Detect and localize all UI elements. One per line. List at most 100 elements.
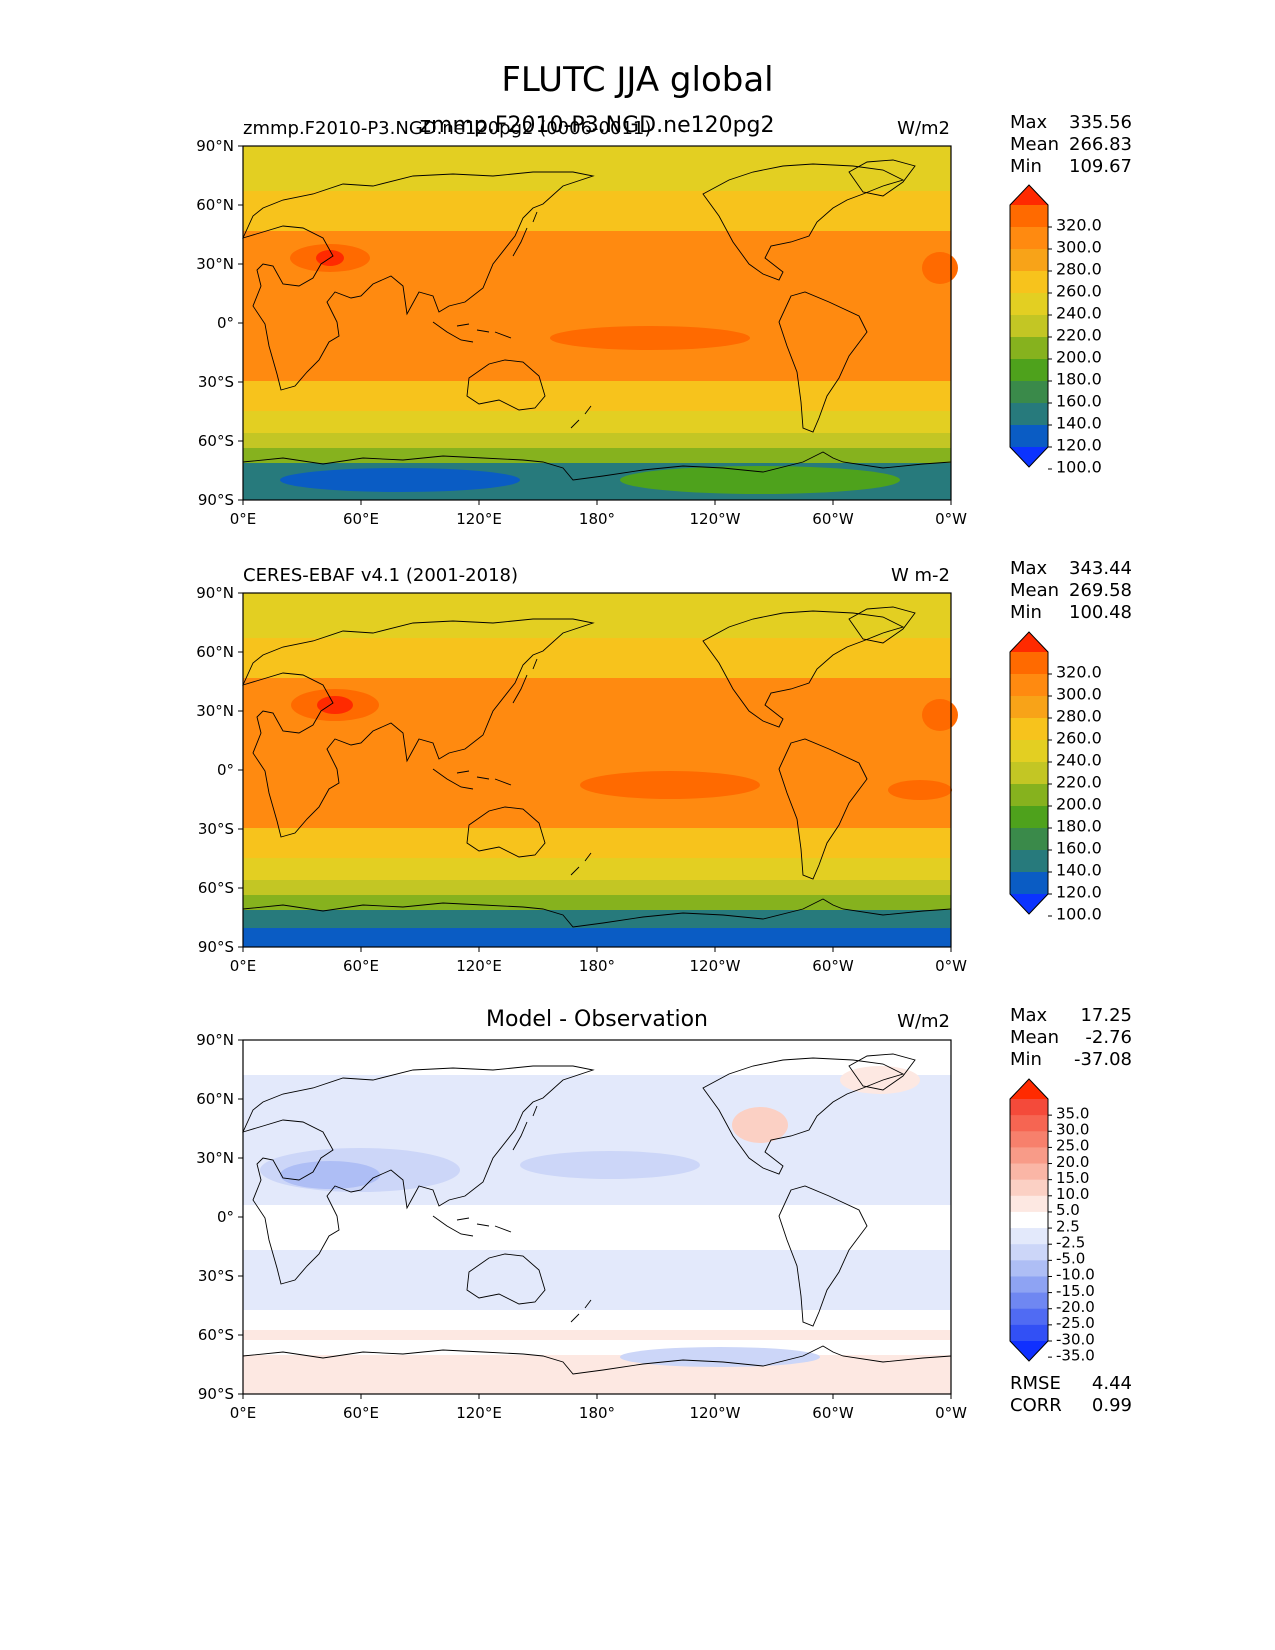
- colorbar-extend-max: [1010, 632, 1048, 652]
- xtick-label: 0°E: [230, 1404, 257, 1422]
- xtick-label: 120°E: [456, 1404, 502, 1422]
- max-label: Max: [1010, 112, 1048, 133]
- panel2-title-left: CERES-EBAF v4.1 (2001-2018): [243, 565, 519, 586]
- colorbar-segment: [1010, 1308, 1048, 1326]
- ytick-label: 60°S: [198, 432, 234, 450]
- colorbar-label: 120.0: [1056, 436, 1102, 455]
- xtick-label: 0°E: [230, 510, 257, 528]
- colorbar-segment: [1010, 828, 1048, 851]
- xtick-label: 0°E: [230, 957, 257, 975]
- colorbar-segment: [1010, 227, 1048, 250]
- colorbar-extend-min: [1010, 447, 1048, 467]
- colorbar-segment: [1010, 205, 1048, 228]
- rmse-label: RMSE: [1010, 1373, 1061, 1394]
- colorbar-label: 280.0: [1056, 260, 1102, 279]
- xtick-label: 120°E: [456, 510, 502, 528]
- colorbar-label: 260.0: [1056, 282, 1102, 301]
- colorbar-label: 100.0: [1056, 458, 1102, 477]
- colorbar-label: 200.0: [1056, 795, 1102, 814]
- colorbar-label: -25.0: [1056, 1314, 1095, 1332]
- colorbar-label: -10.0: [1056, 1266, 1095, 1284]
- ytick-label: 60°N: [196, 643, 234, 661]
- rmse-value: 4.44: [1091, 1373, 1132, 1394]
- colorbar-segment: [1010, 762, 1048, 785]
- xtick-label: 60°W: [812, 1404, 854, 1422]
- colorbar-segment: [1010, 1163, 1048, 1181]
- colorbar-segment: [1010, 1276, 1048, 1294]
- colorbar-segment: [1010, 784, 1048, 807]
- colorbar-segment: [1010, 696, 1048, 719]
- colorbar-segment: [1010, 271, 1048, 294]
- colorbar-label: 30.0: [1056, 1121, 1089, 1139]
- max-value: 17.25: [1080, 1005, 1132, 1026]
- colorbar-label: 35.0: [1056, 1104, 1089, 1122]
- ytick-label: 90°N: [196, 1031, 234, 1049]
- ytick-label: 90°S: [198, 491, 234, 509]
- colorbar-segment: [1010, 293, 1048, 316]
- panel1-title-left: zmmp.F2010-P3.NGD.ne120pg2 (0006-0011): [243, 118, 652, 139]
- colorbar-segment: [1010, 1147, 1048, 1165]
- ytick-label: 0°: [217, 761, 234, 779]
- xtick-label: 120°W: [690, 1404, 741, 1422]
- colorbar-segment: [1010, 850, 1048, 873]
- min-value: 109.67: [1069, 156, 1132, 177]
- colorbar-label: -35.0: [1056, 1346, 1095, 1364]
- mean-value: -2.76: [1085, 1027, 1132, 1048]
- xtick-label: 180°: [579, 957, 615, 975]
- colorbar-label: 260.0: [1056, 729, 1102, 748]
- colorbar-label: 180.0: [1056, 370, 1102, 389]
- ytick-label: 60°S: [198, 879, 234, 897]
- colorbar-segment: [1010, 249, 1048, 272]
- panel1-map: [242, 145, 958, 501]
- colorbar-segment: [1010, 1115, 1048, 1132]
- colorbar-segment: [1010, 1195, 1048, 1213]
- colorbars: 320.0 300.0 280.0 260.0 240.0 220.0 200.0 180.0…: [1009, 184, 1102, 1364]
- min-label: Min: [1010, 602, 1042, 623]
- min-value: -37.08: [1073, 1049, 1132, 1070]
- colorbar-label: 160.0: [1056, 839, 1102, 858]
- colorbar-segment: [1010, 359, 1048, 382]
- mean-value: 269.58: [1069, 580, 1132, 601]
- colorbar-extend-min: [1010, 894, 1048, 914]
- xtick-label: 0°W: [935, 1404, 967, 1422]
- colorbar-label: 320.0: [1056, 663, 1102, 682]
- panel3-units: W/m2: [897, 1011, 950, 1032]
- colorbar-segment: [1010, 806, 1048, 829]
- colorbar-segment: [1010, 1260, 1048, 1277]
- max-label: Max: [1010, 558, 1048, 579]
- panel3-title-center: Model - Observation: [486, 1007, 708, 1032]
- colorbar-segment: [1010, 381, 1048, 404]
- colorbar-label: 220.0: [1056, 773, 1102, 792]
- min-label: Min: [1010, 156, 1042, 177]
- colorbar-label: 200.0: [1056, 348, 1102, 367]
- xtick-label: 120°E: [456, 957, 502, 975]
- ytick-label: 30°N: [196, 702, 234, 720]
- colorbar-segment: [1010, 740, 1048, 763]
- colorbar-segment: [1010, 1211, 1048, 1229]
- ytick-label: 90°S: [198, 938, 234, 956]
- xtick-label: 120°W: [690, 510, 741, 528]
- panel1-title-center: zmmp.F2010-P3.NGD.ne120pg2: [419, 113, 775, 138]
- colorbar-extend-min: [1010, 1341, 1048, 1361]
- corr-label: CORR: [1010, 1395, 1062, 1416]
- ytick-label: 90°N: [196, 584, 234, 602]
- mean-label: Mean: [1010, 134, 1060, 155]
- xtick-label: 180°: [579, 1404, 615, 1422]
- max-value: 343.44: [1069, 558, 1132, 579]
- max-value: 335.56: [1069, 112, 1132, 133]
- colorbar-segment: [1010, 872, 1048, 895]
- max-label: Max: [1010, 1005, 1048, 1026]
- colorbar-label: 240.0: [1056, 751, 1102, 770]
- ytick-label: 0°: [217, 314, 234, 332]
- colorbar-label: 120.0: [1056, 883, 1102, 902]
- colorbar-label: -2.5: [1056, 1233, 1085, 1251]
- colorbar-segment: [1010, 1244, 1048, 1261]
- colorbar-segment: [1010, 674, 1048, 697]
- colorbar-label: 160.0: [1056, 392, 1102, 411]
- figure-title: FLUTC JJA global: [501, 60, 774, 100]
- colorbar-label: 100.0: [1056, 905, 1102, 924]
- mean-value: 266.83: [1069, 134, 1132, 155]
- panel3-metrics: RMSE 4.44 CORR 0.99: [1010, 1373, 1132, 1417]
- colorbar-label: 220.0: [1056, 326, 1102, 345]
